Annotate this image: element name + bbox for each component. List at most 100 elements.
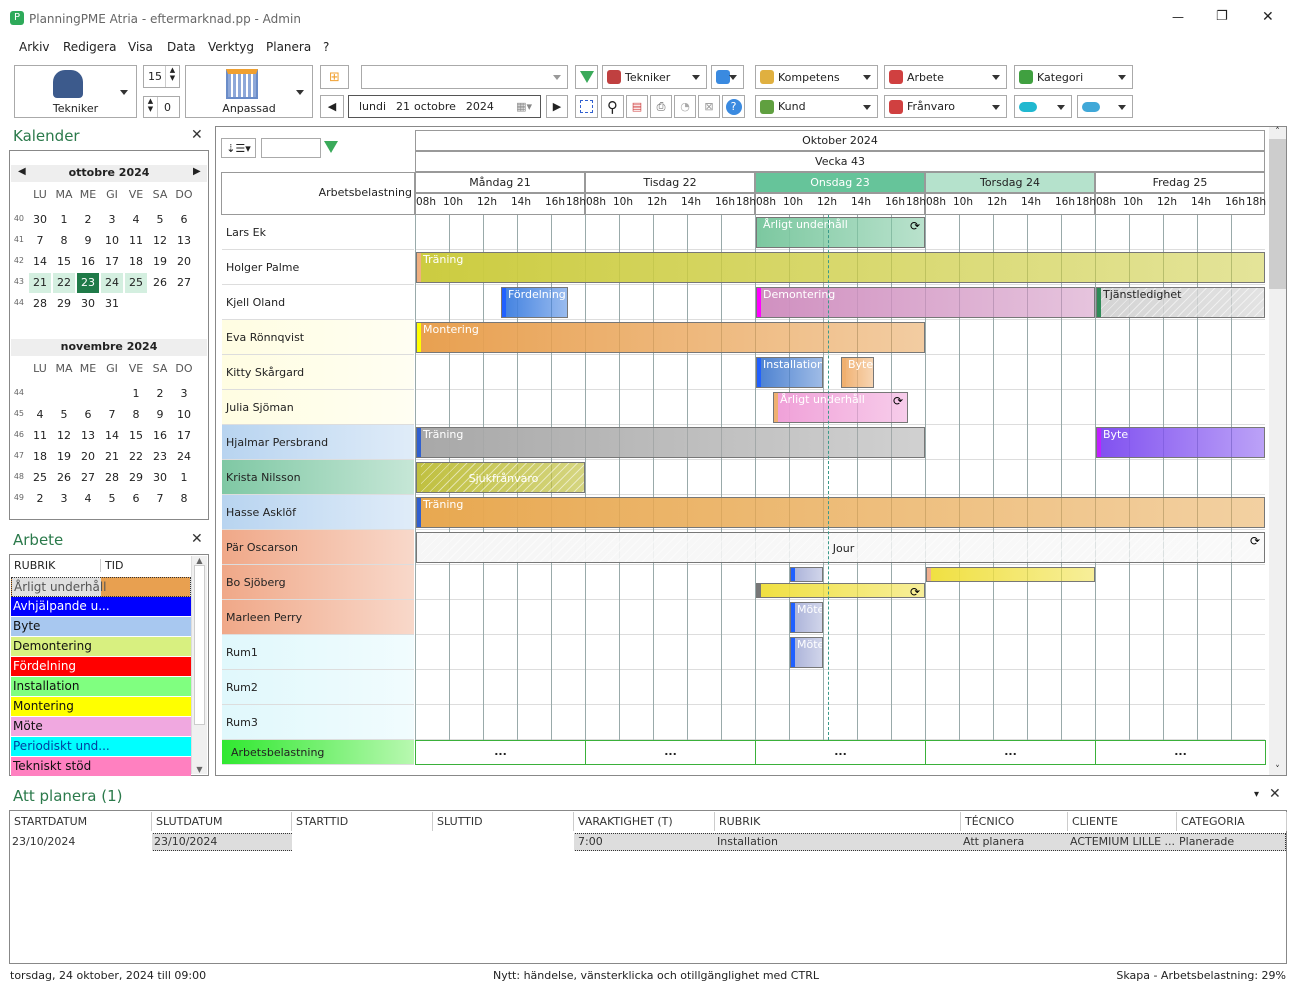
table-cell[interactable]: Installation xyxy=(717,835,778,848)
table-cell[interactable]: Att planera xyxy=(963,835,1025,848)
calendar-day[interactable]: 12 xyxy=(57,429,71,442)
calendar-day[interactable]: 2 xyxy=(84,213,92,226)
calendar-day[interactable]: 1 xyxy=(60,213,68,226)
calendar-day[interactable]: 30 xyxy=(33,213,47,226)
calendar-day[interactable]: 10 xyxy=(105,234,119,247)
task-bar[interactable]: ⟳ xyxy=(756,583,925,598)
resource-row-label[interactable]: Krista Nilsson xyxy=(222,460,414,495)
spin-top[interactable]: 15 ▲ ▼ xyxy=(143,65,180,88)
arbete-item[interactable]: Installation xyxy=(11,677,191,697)
calendar-add-button[interactable]: ▤ xyxy=(626,95,648,118)
resource-row-label[interactable]: Eva Rönnqvist xyxy=(222,320,414,355)
column-header[interactable]: VARAKTIGHET (T) xyxy=(574,812,715,831)
close-att-planera[interactable]: ✕ xyxy=(1269,786,1281,802)
task-bar[interactable]: Sjukfrånvaro xyxy=(416,462,585,493)
task-bar[interactable]: Demontering xyxy=(756,287,1095,318)
att-planera-menu[interactable]: ▾ xyxy=(1254,789,1260,800)
column-header[interactable]: SLUTDATUM xyxy=(152,812,292,831)
calendar-day[interactable]: 5 xyxy=(156,213,164,226)
calendar-day[interactable]: 7 xyxy=(108,408,116,421)
arbete-item[interactable]: Tekniskt stöd xyxy=(11,757,191,777)
table-cell[interactable] xyxy=(292,833,433,851)
arbete-item[interactable]: Demontering xyxy=(11,637,191,657)
task-bar[interactable]: Träning xyxy=(416,252,1265,283)
load-cell[interactable]: ... xyxy=(755,740,926,765)
resource-row-label[interactable]: Lars Ek xyxy=(222,215,414,250)
resource-row-label[interactable]: Hjalmar Persbrand xyxy=(222,425,414,460)
column-header[interactable]: CLIENTE xyxy=(1068,812,1177,831)
calendar-day[interactable]: 3 xyxy=(180,387,188,400)
sort-button[interactable]: ⇣☰▾ xyxy=(221,138,256,158)
chart-button[interactable]: ◔ xyxy=(674,95,696,118)
search-combo[interactable] xyxy=(361,65,568,89)
task-bar[interactable]: Möte xyxy=(790,637,823,668)
calendar-day[interactable]: 17 xyxy=(177,429,191,442)
calendar-day[interactable]: 19 xyxy=(153,255,167,268)
resource-row-label[interactable]: Kjell Oland xyxy=(222,285,414,320)
calendar-day[interactable]: 25 xyxy=(33,471,47,484)
task-bar[interactable]: Träning xyxy=(416,497,1265,528)
close-arbete-panel[interactable]: ✕ xyxy=(191,531,203,547)
menu-1[interactable]: Redigera xyxy=(63,40,117,54)
calendar-day[interactable]: 15 xyxy=(129,429,143,442)
calendar-day[interactable]: 18 xyxy=(33,450,47,463)
calendar-day[interactable]: 25 xyxy=(125,273,147,293)
calendar-day[interactable]: 9 xyxy=(156,408,164,421)
prev-month-button[interactable]: ◀ xyxy=(18,166,26,177)
calendar-day[interactable]: 4 xyxy=(132,213,140,226)
search-button[interactable]: ⚲ xyxy=(601,95,624,118)
calendar-day[interactable]: 30 xyxy=(153,471,167,484)
filter-icon[interactable] xyxy=(324,141,338,153)
menu-6[interactable]: ? xyxy=(323,40,330,54)
resource-row-label[interactable]: Holger Palme xyxy=(222,250,414,285)
task-bar[interactable] xyxy=(790,567,823,582)
export-button[interactable]: ⊠ xyxy=(698,95,720,118)
calendar-day[interactable]: 28 xyxy=(105,471,119,484)
filter-2[interactable]: Kompetens xyxy=(755,65,878,89)
column-header[interactable]: SLUTTID xyxy=(433,812,574,831)
task-bar[interactable]: Träning xyxy=(416,427,925,458)
task-bar[interactable]: Fördelning xyxy=(501,287,568,318)
calendar-day[interactable]: 22 xyxy=(129,450,143,463)
task-bar[interactable] xyxy=(926,567,1095,582)
table-cell[interactable]: ACTEMIUM LILLE ... xyxy=(1070,835,1176,848)
column-header[interactable]: CATEGORIA xyxy=(1177,812,1287,831)
arbete-item[interactable]: Årligt underhåll xyxy=(11,577,191,597)
calendar-day[interactable]: 27 xyxy=(81,471,95,484)
calendar-day[interactable]: 29 xyxy=(129,471,143,484)
resource-row-label[interactable]: Rum2 xyxy=(222,670,414,705)
calendar-day[interactable]: 19 xyxy=(57,450,71,463)
menu-3[interactable]: Data xyxy=(167,40,196,54)
task-bar[interactable]: Årligt underhåll ⟳ xyxy=(773,392,908,423)
day-header[interactable]: Måndag 21 xyxy=(415,172,585,193)
calendar-day[interactable]: 21 xyxy=(105,450,119,463)
task-bar[interactable]: Montering xyxy=(416,322,925,353)
calendar-day[interactable]: 11 xyxy=(33,429,47,442)
spin-arrows-icon[interactable]: ▲ ▼ xyxy=(144,97,158,117)
task-bar[interactable]: Jour ⟳ xyxy=(416,532,1265,563)
filter2-2[interactable] xyxy=(1014,95,1072,118)
calendar-day[interactable]: 1 xyxy=(180,471,188,484)
day-header[interactable]: Torsdag 24 xyxy=(925,172,1095,193)
calendar-day[interactable]: 17 xyxy=(105,255,119,268)
select-area-button[interactable] xyxy=(575,95,598,118)
filter-0[interactable]: Tekniker xyxy=(602,65,707,89)
resource-row-label[interactable]: Julia Sjöman xyxy=(222,390,414,425)
filter-1[interactable] xyxy=(711,65,744,89)
resource-row-label[interactable]: Marleen Perry xyxy=(222,600,414,635)
calendar-day[interactable]: 6 xyxy=(132,492,140,505)
calendar-day[interactable]: 6 xyxy=(180,213,188,226)
menu-2[interactable]: Visa xyxy=(128,40,153,54)
calendar-day[interactable]: 20 xyxy=(177,255,191,268)
calendar-day[interactable]: 8 xyxy=(60,234,68,247)
calendar-day[interactable]: 7 xyxy=(36,234,44,247)
filter2-3[interactable] xyxy=(1077,95,1133,118)
view-mode-button[interactable]: Anpassad xyxy=(185,65,313,118)
calendar-day[interactable]: 15 xyxy=(57,255,71,268)
spin-bottom[interactable]: 0 ▲ ▼ xyxy=(143,96,180,118)
calendar-day[interactable]: 24 xyxy=(177,450,191,463)
resource-row-label[interactable]: Kitty Skårgard xyxy=(222,355,414,390)
calendar-day[interactable]: 3 xyxy=(60,492,68,505)
day-header[interactable]: Fredag 25 xyxy=(1095,172,1265,193)
table-cell[interactable]: 23/10/2024 xyxy=(154,835,218,848)
